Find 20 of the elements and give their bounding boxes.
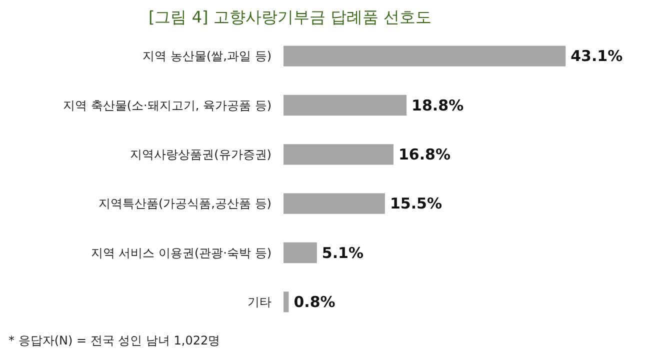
data-label: 5.1%	[322, 244, 364, 262]
bar	[284, 46, 566, 66]
bar	[284, 193, 385, 214]
data-label: 0.8%	[294, 292, 336, 311]
bar	[284, 94, 407, 116]
data-label: 15.5%	[390, 194, 442, 213]
data-label: 16.8%	[398, 145, 451, 164]
y-tick-label: 지역특산품(가공식품,공산품 등)	[98, 196, 272, 211]
y-tick-label: 기타	[248, 294, 272, 309]
y-tick-label: 지역 농산물(쌀,과일 등)	[142, 49, 272, 64]
y-tick-label: 지역사랑상품권(유가증권)	[130, 147, 272, 162]
data-label: 18.8%	[412, 96, 464, 114]
bar	[284, 242, 317, 264]
text: * 응답자(N) = 전국 성인 남녀 1,022명	[8, 334, 220, 348]
y-tick-label: 지역 서비스 이용권(관광·숙박 등)	[90, 246, 272, 260]
data-label: 43.1%	[570, 47, 623, 66]
chart-title: [그림 4] 고향사랑기부금 답례품 선호도	[148, 8, 432, 26]
bar	[284, 144, 394, 165]
bar	[284, 292, 289, 312]
y-tick-label: 지역 축산물(소·돼지고기, 육가공품 등)	[63, 98, 272, 112]
